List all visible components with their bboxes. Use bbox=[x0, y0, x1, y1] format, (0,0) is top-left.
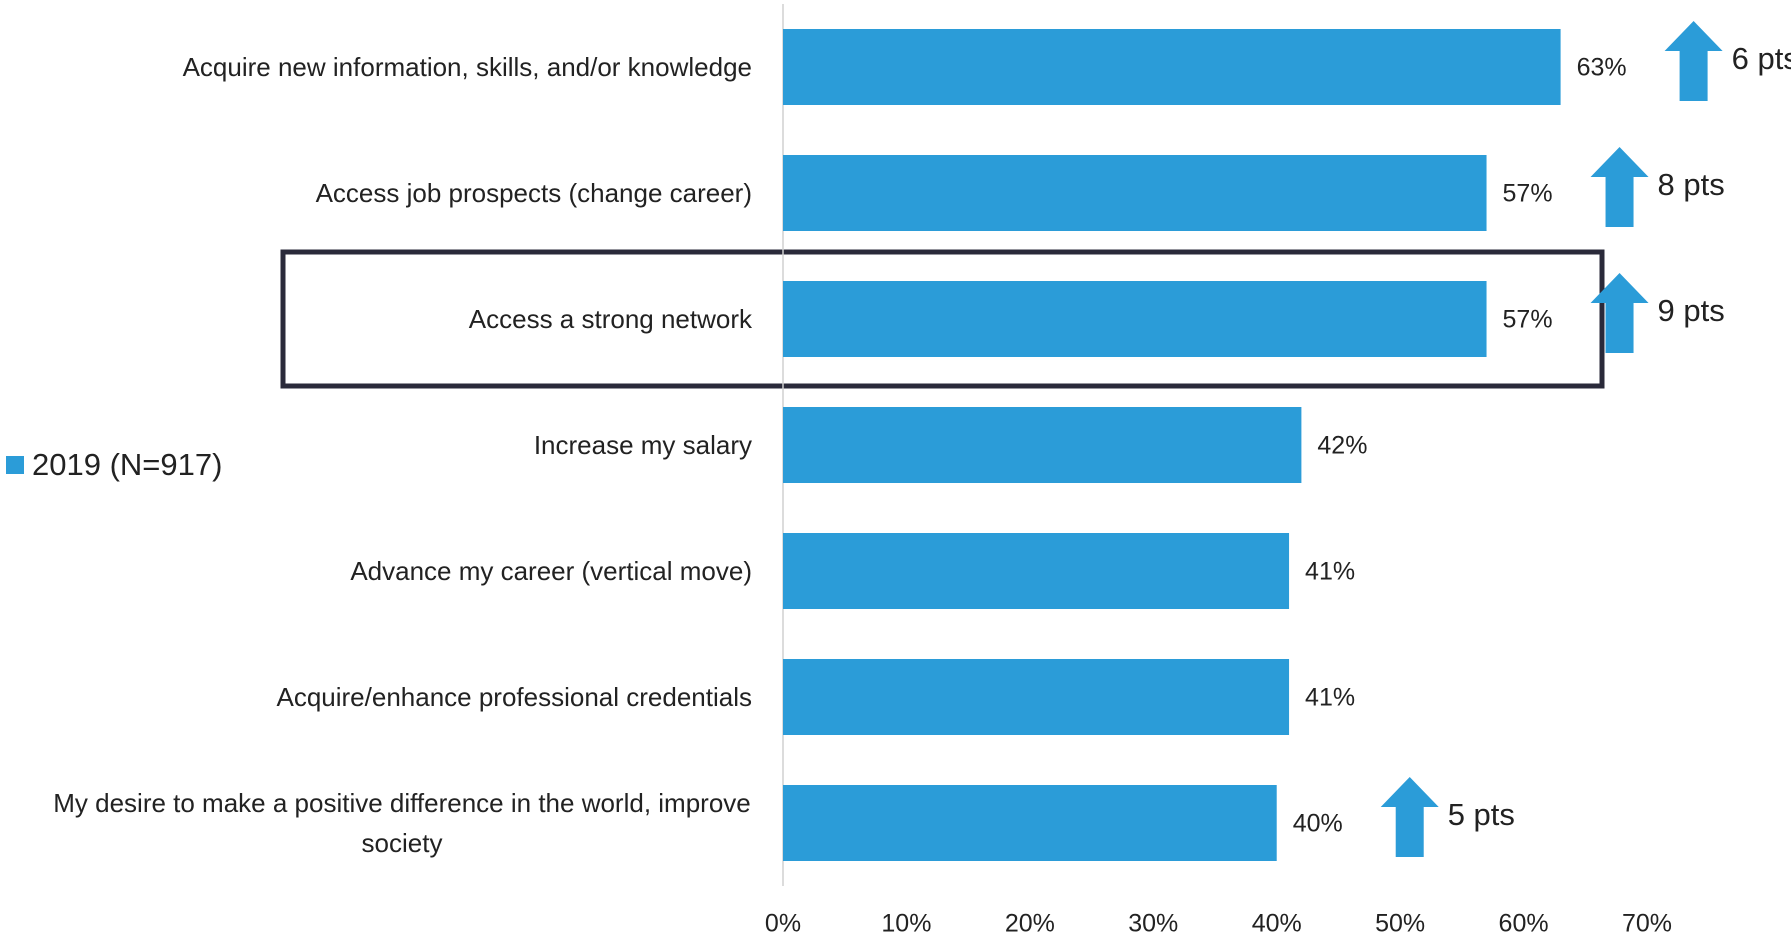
up-arrow bbox=[1590, 147, 1649, 227]
value-label: 42% bbox=[1317, 432, 1367, 460]
value-label: 63% bbox=[1577, 54, 1627, 82]
highlight-box bbox=[280, 249, 1605, 389]
bar bbox=[783, 155, 1487, 231]
bar bbox=[783, 785, 1277, 861]
bar bbox=[783, 659, 1290, 735]
legend-swatch bbox=[6, 456, 24, 474]
bar bbox=[783, 533, 1290, 609]
value-label: 41% bbox=[1305, 558, 1355, 586]
category-label: Acquire/enhance professional credentials bbox=[276, 677, 752, 717]
category-label: Access a strong network bbox=[469, 299, 752, 339]
category-text: Acquire/enhance professional credentials bbox=[276, 682, 752, 712]
x-tick-label: 0% bbox=[765, 910, 801, 938]
legend-label: 2019 (N=917) bbox=[32, 447, 222, 482]
change-annotation: 6 pts bbox=[1732, 41, 1791, 76]
category-text: Advance my career (vertical move) bbox=[350, 556, 752, 586]
category-text: Increase my salary bbox=[533, 430, 752, 460]
category-label: Access job prospects (change career) bbox=[316, 173, 752, 213]
bar bbox=[783, 407, 1302, 483]
up-arrow bbox=[1664, 21, 1723, 101]
value-label: 41% bbox=[1305, 684, 1355, 712]
value-label: 57% bbox=[1503, 306, 1553, 334]
category-label: Increase my salary bbox=[534, 425, 752, 465]
category-text: Access a strong network bbox=[468, 304, 752, 334]
value-label: 40% bbox=[1293, 810, 1343, 838]
x-tick-label: 40% bbox=[1252, 910, 1302, 938]
x-tick-label: 60% bbox=[1499, 910, 1549, 938]
up-arrow bbox=[1590, 273, 1649, 353]
x-tick-label: 70% bbox=[1622, 910, 1672, 938]
category-text: My desire to make a positive difference … bbox=[53, 788, 751, 858]
category-label: Acquire new information, skills, and/or … bbox=[183, 47, 752, 87]
up-arrow bbox=[1380, 777, 1439, 857]
category-text: Acquire new information, skills, and/or … bbox=[182, 52, 752, 82]
change-annotation: 5 pts bbox=[1448, 797, 1515, 832]
category-label: My desire to make a positive difference … bbox=[52, 783, 752, 863]
change-annotation: 9 pts bbox=[1658, 293, 1725, 328]
bar bbox=[783, 281, 1487, 357]
x-tick-label: 30% bbox=[1128, 910, 1178, 938]
bar bbox=[783, 29, 1561, 105]
change-annotation: 8 pts bbox=[1658, 167, 1725, 202]
x-tick-label: 10% bbox=[881, 910, 931, 938]
value-label: 57% bbox=[1503, 180, 1553, 208]
category-label: Advance my career (vertical move) bbox=[350, 551, 752, 591]
x-tick-label: 50% bbox=[1375, 910, 1425, 938]
category-text: Access job prospects (change career) bbox=[315, 178, 752, 208]
x-tick-label: 20% bbox=[1005, 910, 1055, 938]
